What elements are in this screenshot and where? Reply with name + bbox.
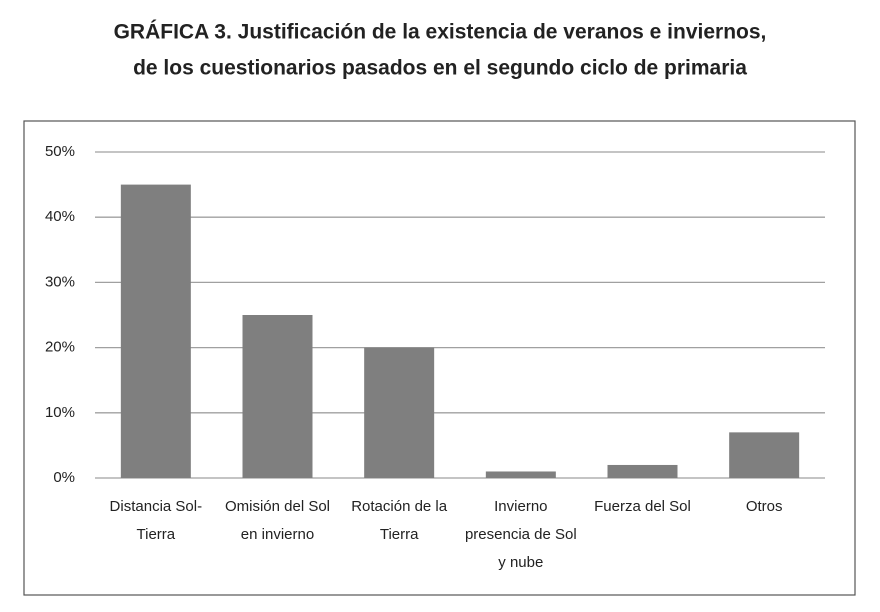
- bar: [120, 184, 191, 478]
- x-tick-label: Tierra: [380, 526, 419, 543]
- bar: [607, 464, 678, 478]
- bar: [485, 471, 556, 478]
- y-tick-label: 20%: [45, 339, 75, 356]
- bar: [242, 315, 313, 478]
- chart-title: de los cuestionarios pasados en el segun…: [133, 57, 747, 80]
- x-tick-label: Tierra: [137, 526, 176, 543]
- x-tick-label: Invierno: [494, 498, 547, 515]
- y-tick-label: 40%: [45, 208, 75, 225]
- x-tick-label: presencia de Sol: [465, 526, 577, 543]
- x-tick-label: Rotación de la: [351, 498, 448, 515]
- x-tick-label: Distancia Sol-: [110, 498, 203, 515]
- y-tick-label: 30%: [45, 273, 75, 290]
- y-tick-label: 0%: [53, 469, 75, 486]
- x-tick-label: y nube: [498, 554, 543, 571]
- x-tick-label: en invierno: [241, 526, 314, 543]
- x-tick-label: Omisión del Sol: [225, 498, 330, 515]
- y-tick-label: 50%: [45, 143, 75, 160]
- bar: [364, 347, 435, 478]
- x-tick-label: Otros: [746, 498, 783, 515]
- x-tick-label: Fuerza del Sol: [594, 498, 691, 515]
- y-tick-label: 10%: [45, 404, 75, 421]
- chart-title: GRÁFICA 3. Justificación de la existenci…: [114, 21, 767, 44]
- bar: [729, 432, 800, 478]
- chart-frame: [23, 120, 856, 596]
